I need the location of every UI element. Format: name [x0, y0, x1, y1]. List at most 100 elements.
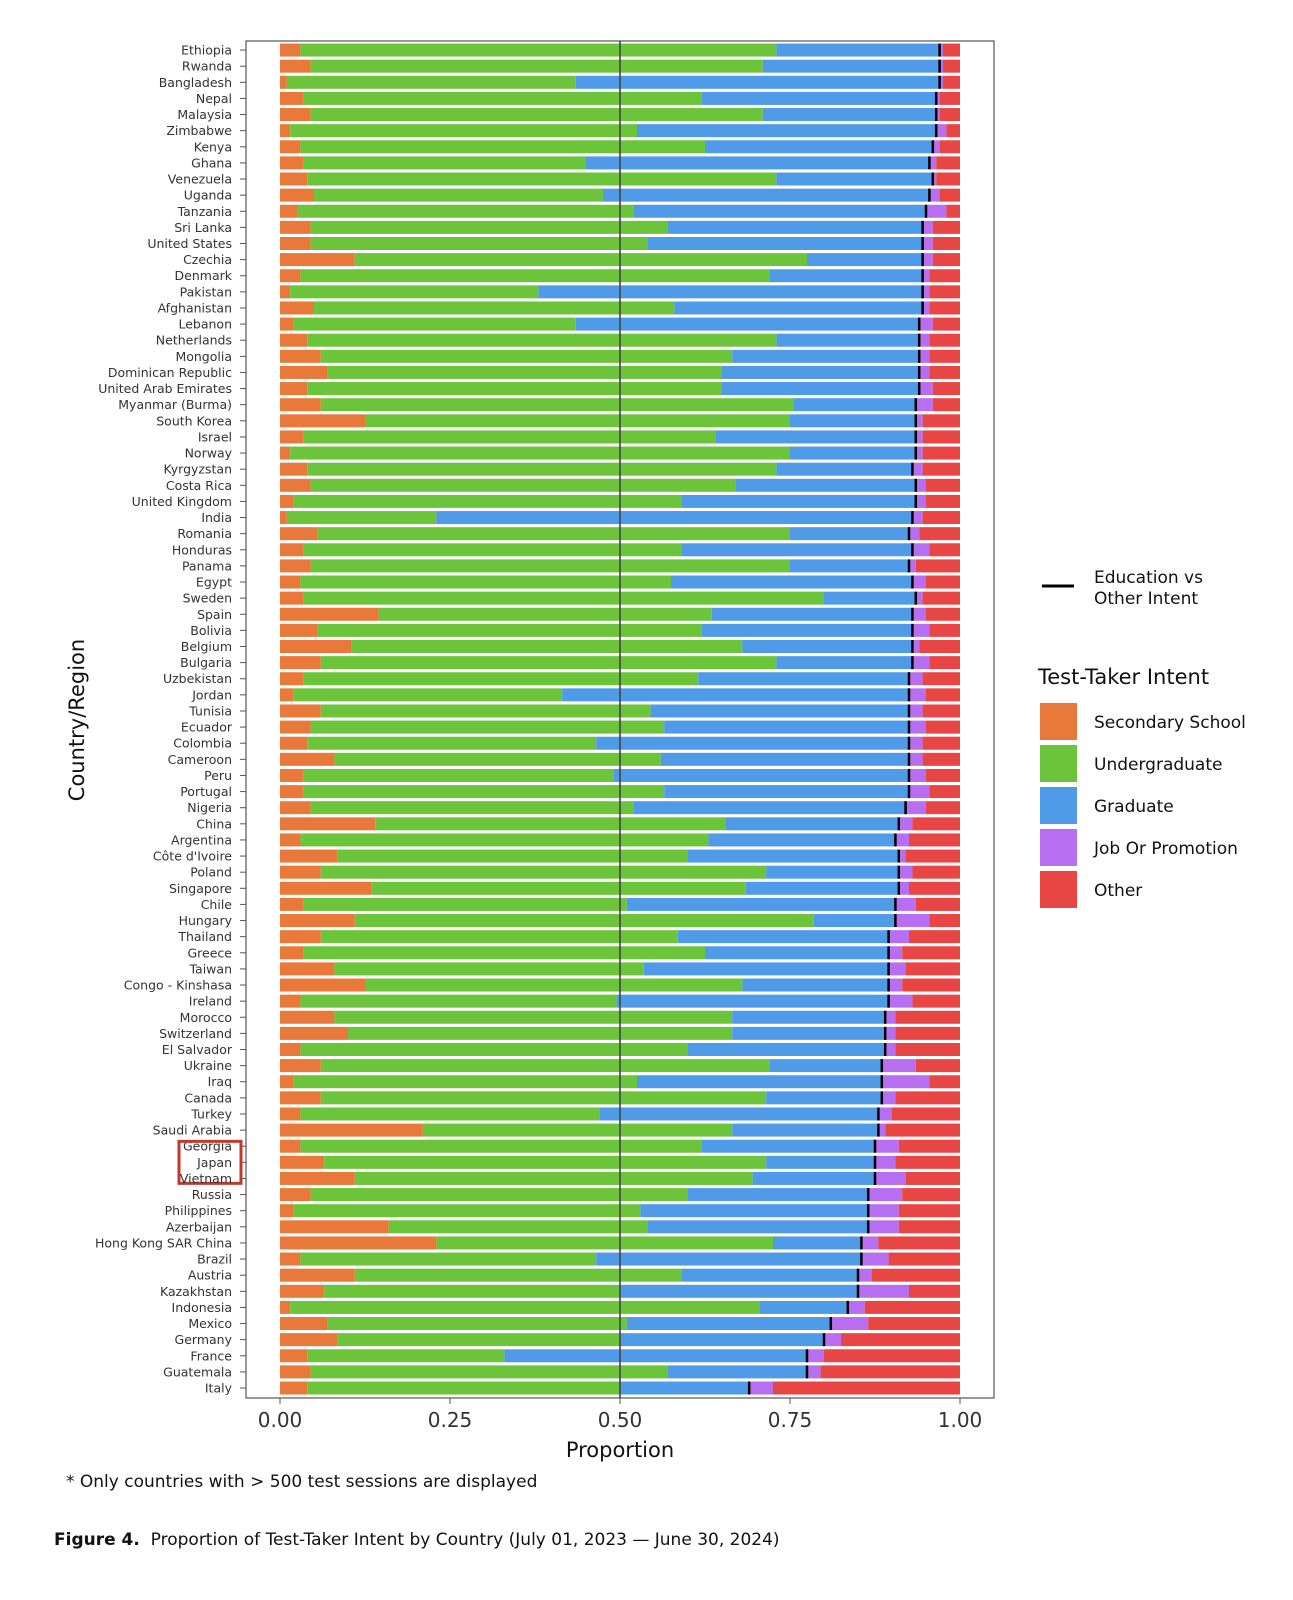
bar-segment [354, 1268, 682, 1282]
bar-segment [905, 801, 926, 815]
bar-segment [667, 220, 923, 234]
bar-segment [280, 269, 301, 283]
bar-segment [280, 430, 304, 444]
bar-segment [681, 543, 913, 557]
bar-segment [643, 962, 889, 976]
y-tick-label: France [190, 1348, 232, 1363]
bar-segment [922, 672, 960, 686]
bar-segment [320, 930, 678, 944]
bar-segment [327, 1317, 627, 1331]
bar-segment [280, 817, 376, 831]
figure-caption: Figure 4. Proportion of Test-Taker Inten… [54, 1530, 780, 1550]
y-tick-label: Chile [201, 897, 233, 912]
bar-segment [936, 124, 947, 138]
bar-segment [280, 462, 308, 476]
bar-segment [932, 172, 937, 186]
bar-segment [885, 1010, 896, 1024]
bar-segment [280, 1333, 338, 1347]
bar-segment [759, 1300, 848, 1314]
bar-segment [647, 1220, 869, 1234]
bar-segment [936, 156, 960, 170]
bar-segment [647, 237, 923, 250]
bar-segment [378, 607, 712, 621]
bar-segment [688, 1043, 886, 1056]
bar-segment [766, 1155, 875, 1169]
bar-segment [337, 1333, 620, 1347]
bar-segment [922, 591, 960, 605]
bar-segment [280, 156, 304, 170]
bar-segment [898, 881, 909, 895]
y-tick-label: Kyrgyzstan [164, 462, 233, 477]
bar-segment [939, 91, 960, 105]
bar-segment [280, 897, 304, 911]
y-tick-label: Sri Lanka [174, 220, 232, 235]
y-tick-label: Greece [188, 945, 233, 960]
y-tick-label: South Korea [156, 413, 232, 428]
bar-segment [943, 59, 960, 73]
bar-segment [303, 672, 699, 686]
y-tick-label: Costa Rica [166, 478, 232, 493]
bar-segment [334, 752, 661, 766]
bar-segment [919, 640, 960, 653]
bar-segment [926, 607, 960, 621]
y-tick-label: Bolivia [190, 623, 232, 638]
gridlines-group [247, 41, 993, 1398]
bar-segment [922, 237, 933, 250]
bar-segment [943, 43, 960, 57]
bar-segment [711, 607, 913, 621]
bar-segment [280, 591, 304, 605]
bar-segment [280, 1220, 389, 1234]
y-tick-label: Myanmar (Burma) [118, 397, 232, 412]
bar-segment [280, 1043, 301, 1056]
bar-segment [280, 204, 297, 218]
bar-segment [633, 801, 906, 815]
bar-segment [922, 462, 960, 476]
bar-segment [280, 672, 304, 686]
bar-segment [868, 1204, 899, 1218]
bar-segment [915, 478, 926, 492]
bar-segment [300, 994, 617, 1008]
bar-segment [320, 1091, 767, 1105]
y-tick-label: Russia [192, 1187, 232, 1202]
bar-segment [943, 75, 960, 89]
bar-segment [926, 688, 960, 702]
bar-segment [708, 833, 896, 847]
y-tick-label: Venezuela [168, 172, 232, 187]
bar-segment [922, 414, 960, 428]
bar-segment [626, 897, 896, 911]
legend-swatch [1040, 745, 1077, 782]
bar-segment [732, 1026, 886, 1040]
bar-segment [929, 269, 960, 283]
y-tick-label: Malaysia [177, 107, 232, 122]
bar-segment [722, 382, 920, 396]
bar-segment [701, 1139, 875, 1153]
bar-segment [922, 301, 930, 315]
legend-swatch [1040, 787, 1077, 824]
bar-segment [905, 849, 960, 863]
bar-segment [922, 253, 933, 267]
bar-segment [926, 204, 947, 218]
footnote: * Only countries with > 500 test session… [66, 1472, 538, 1492]
bar-segment [909, 833, 960, 847]
y-tick-label: Belgium [181, 639, 232, 654]
bar-segment [919, 365, 930, 379]
bar-segment [681, 494, 916, 508]
y-tick-label: Ethiopia [181, 43, 232, 58]
bar-segment [929, 333, 960, 347]
bar-segment [905, 1171, 960, 1185]
bar-segment [280, 720, 311, 734]
bar-segment [922, 285, 930, 299]
bar-segment [898, 1220, 960, 1234]
bar-segment [303, 591, 824, 605]
bar-segment [280, 656, 321, 670]
bar-segment [320, 398, 794, 412]
bar-segment [939, 43, 943, 57]
bar-segment [902, 1188, 960, 1202]
y-tick-label: United States [147, 236, 232, 251]
bar-segment [909, 527, 920, 541]
bar-segment [909, 785, 930, 799]
y-tick-label: Indonesia [172, 1300, 232, 1315]
bar-segment [878, 1236, 960, 1250]
y-tick-label: Turkey [190, 1106, 232, 1121]
